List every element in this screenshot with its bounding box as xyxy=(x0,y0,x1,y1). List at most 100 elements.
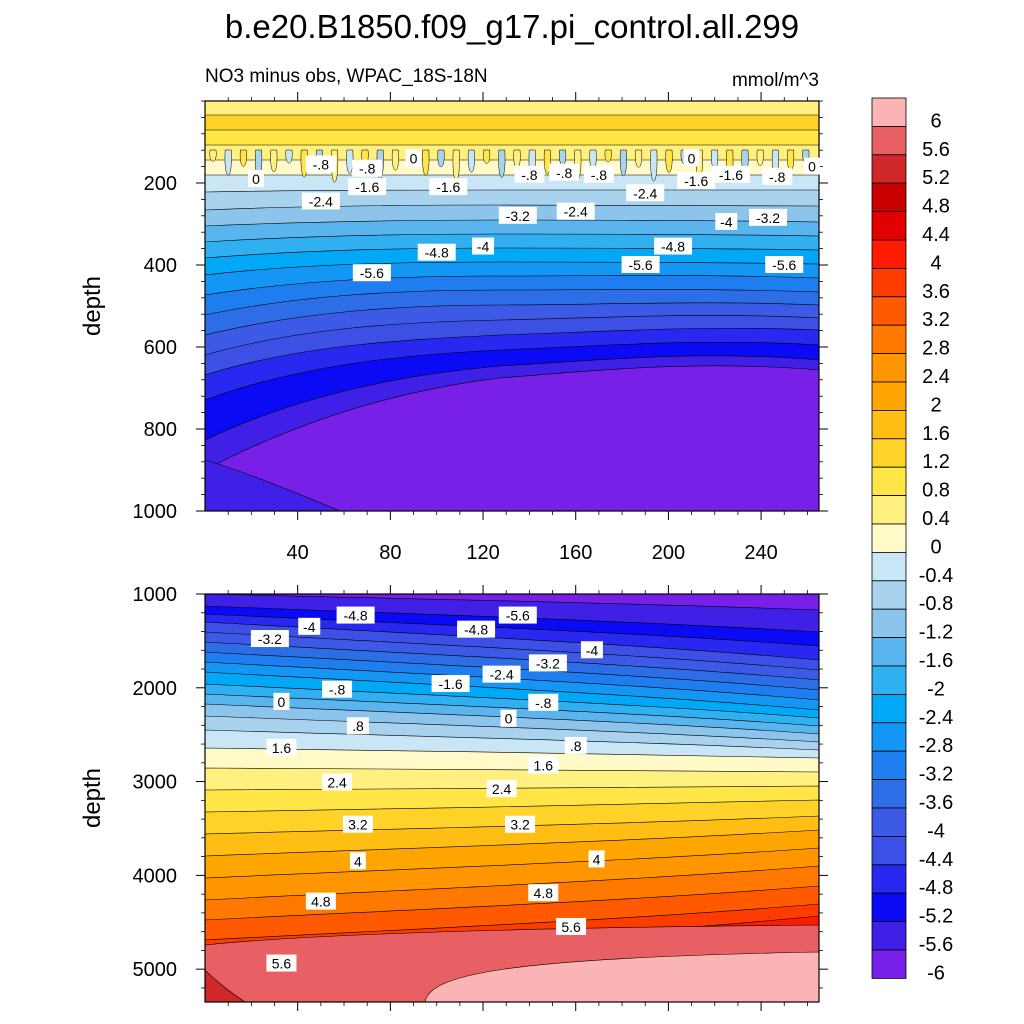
contour-label: 0 xyxy=(273,692,290,710)
contour-label-box xyxy=(580,641,603,659)
contour-label-text: -2.4 xyxy=(490,667,514,683)
contour-label: .8 xyxy=(346,717,369,735)
colorbar-swatch xyxy=(871,665,907,695)
colorbar-swatch xyxy=(871,864,907,894)
contour-label: -.8 xyxy=(322,680,353,698)
colorbar-swatch xyxy=(871,466,907,497)
contour-label: 4.8 xyxy=(528,884,559,902)
contour-label-text: -3.2 xyxy=(506,208,530,224)
contour-label-text: -.8 xyxy=(521,167,538,183)
colorbar-label: 0.4 xyxy=(922,508,950,530)
contour-label-box xyxy=(486,780,517,798)
chart-subtitle: NO3 minus obs, WPAC_18S-18N xyxy=(205,66,488,87)
surface-streak xyxy=(756,149,764,166)
y-tick-label: 1000 xyxy=(133,584,178,606)
contour-label-box xyxy=(429,178,468,196)
contour-label-box xyxy=(352,159,383,177)
contour-label-box xyxy=(564,736,587,754)
contour-label-text: -.8 xyxy=(329,682,346,698)
contour-label-box xyxy=(431,675,470,693)
contour-label-box xyxy=(457,620,496,638)
contour-label-box xyxy=(301,192,340,210)
colorbar-swatch xyxy=(871,694,907,724)
surface-streak xyxy=(300,149,308,178)
contour-label-text: -.8 xyxy=(359,161,376,177)
contour-label-box xyxy=(417,243,456,261)
surface-streak xyxy=(619,149,627,176)
contour-label-box xyxy=(250,630,289,648)
contour-label-text: -5.6 xyxy=(506,608,530,624)
contour-label: 1.6 xyxy=(266,738,297,756)
contour-label-box xyxy=(804,157,821,175)
colorbar-swatch xyxy=(871,409,907,440)
colorbar-label: -2.4 xyxy=(919,707,953,729)
contour-label-box xyxy=(336,606,375,624)
colorbar-swatch xyxy=(871,580,907,610)
surface-streak xyxy=(346,149,354,174)
y-tick-label: 600 xyxy=(144,337,177,359)
contour-label: -4 xyxy=(472,237,495,255)
contour-label-box xyxy=(266,954,297,972)
contour-label: -1.6 xyxy=(348,178,387,196)
surface-streak xyxy=(543,149,551,174)
contour-label: -.8 xyxy=(514,165,545,183)
contour-label: -.8 xyxy=(762,167,793,185)
colorbar-swatch xyxy=(871,267,907,298)
contour-label: 2.4 xyxy=(322,773,353,791)
top-band-plus-1-6 xyxy=(205,101,819,116)
contour-label-box xyxy=(528,756,559,774)
contour-label-text: 2.4 xyxy=(327,775,347,791)
contour-label-text: 4.8 xyxy=(311,894,331,910)
y-tick-label: 800 xyxy=(144,419,177,441)
contour-label-text: 5.6 xyxy=(561,919,581,935)
colorbar-label: -3.6 xyxy=(919,792,953,814)
colorbar-swatch xyxy=(871,154,907,184)
colorbar-swatch xyxy=(871,807,907,837)
colorbar-label: -3.2 xyxy=(919,764,953,786)
contour-label-text: 4 xyxy=(593,851,601,867)
contour-label-text: -5.6 xyxy=(772,257,796,273)
surface-streak xyxy=(604,149,612,163)
contour-label-box xyxy=(349,852,366,870)
contour-label-text: 0 xyxy=(505,711,513,727)
contour-label-text: -1.6 xyxy=(684,173,708,189)
x-tick-label: 40 xyxy=(287,542,309,564)
contour-label-text: -4.8 xyxy=(661,239,685,255)
colorbar-label: -4 xyxy=(927,820,945,842)
surface-streak xyxy=(452,149,460,181)
contour-label: -1.6 xyxy=(429,178,468,196)
contour-label-box xyxy=(322,680,353,698)
top-panel-frame xyxy=(204,100,820,512)
contour-label-text: 5.6 xyxy=(272,956,292,972)
colorbar-label: 4.4 xyxy=(922,224,950,246)
surface-streak xyxy=(483,149,491,164)
colorbar-swatch xyxy=(871,608,907,639)
colorbar-swatch xyxy=(871,182,907,212)
contour-label-box xyxy=(472,237,495,255)
colorbar-label: -4.4 xyxy=(919,849,953,871)
contour-label-text: .8 xyxy=(352,718,364,734)
contour-label-box xyxy=(405,149,422,167)
colorbar-swatch xyxy=(871,211,907,241)
colorbar-label: 5.6 xyxy=(922,139,950,161)
contour-label-text: -2.4 xyxy=(309,193,333,209)
surface-streak xyxy=(422,149,430,176)
contour-label-text: -4 xyxy=(303,619,316,635)
contour-label-text: 4 xyxy=(354,853,362,869)
colorbar-label: 2.4 xyxy=(922,366,950,388)
x-tick-label: 80 xyxy=(379,542,401,564)
chart-units: mmol/m^3 xyxy=(732,70,819,91)
contour-label: -4 xyxy=(580,641,603,659)
contour-label-box xyxy=(588,850,605,868)
contour-label-box xyxy=(583,165,614,183)
colorbar-swatch xyxy=(871,523,907,553)
contour-label-text: -3.2 xyxy=(536,655,560,671)
contour-label-text: 3.2 xyxy=(348,817,368,833)
contour-label: 5.6 xyxy=(266,954,297,972)
contour-label-text: -2.4 xyxy=(633,185,657,201)
colorbar-label: 4.8 xyxy=(922,196,950,218)
surface-streak xyxy=(650,149,658,182)
contour-label-text: -4.8 xyxy=(425,245,449,261)
contour-label: -1.6 xyxy=(677,171,716,189)
contour-label-box xyxy=(266,738,297,756)
